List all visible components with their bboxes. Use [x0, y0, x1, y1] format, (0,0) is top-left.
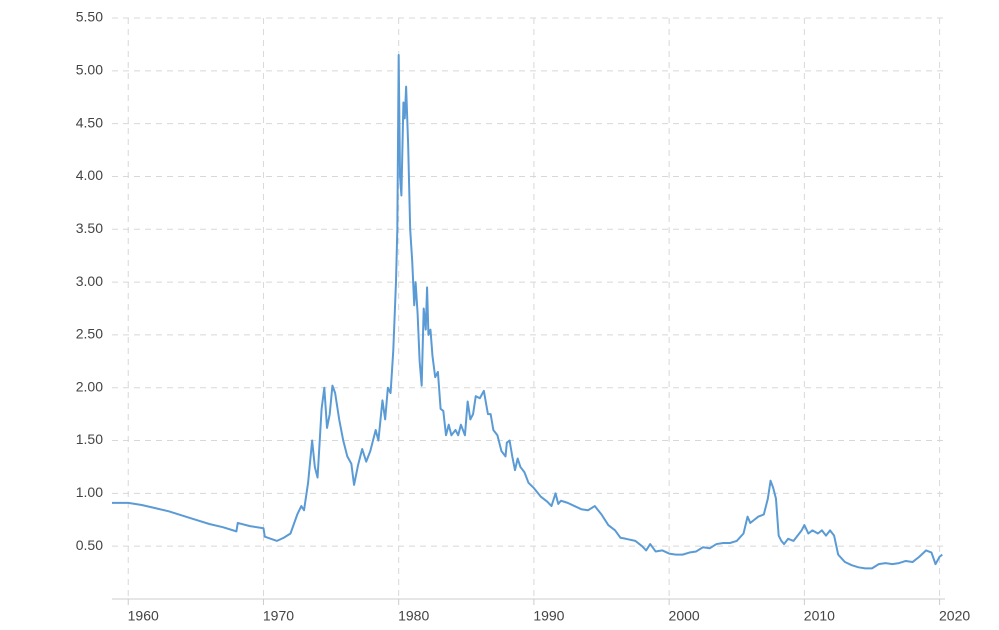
y-tick-label: 1.50: [76, 431, 103, 447]
y-tick-label: 3.50: [76, 220, 103, 236]
x-tick-label: 1960: [128, 608, 159, 624]
y-tick-label: 2.00: [76, 378, 103, 394]
x-tick-label: 1970: [263, 608, 294, 624]
y-tick-label: 3.00: [76, 273, 103, 289]
x-tick-label: 1980: [398, 608, 429, 624]
data-line: [112, 53, 943, 570]
x-tick-label: 2000: [669, 608, 700, 624]
y-tick-label: 2.50: [76, 326, 103, 342]
y-tick-label: 1.00: [76, 484, 103, 500]
x-tick-label: 2020: [939, 608, 970, 624]
x-tick-label: 1990: [533, 608, 564, 624]
x-tick-label: 2010: [804, 608, 835, 624]
y-tick-label: 0.50: [76, 537, 103, 553]
y-tick-label: 5.50: [76, 9, 103, 25]
y-tick-label: 5.00: [76, 62, 103, 78]
y-tick-label: 4.50: [76, 114, 103, 130]
y-tick-label: 4.00: [76, 167, 103, 183]
